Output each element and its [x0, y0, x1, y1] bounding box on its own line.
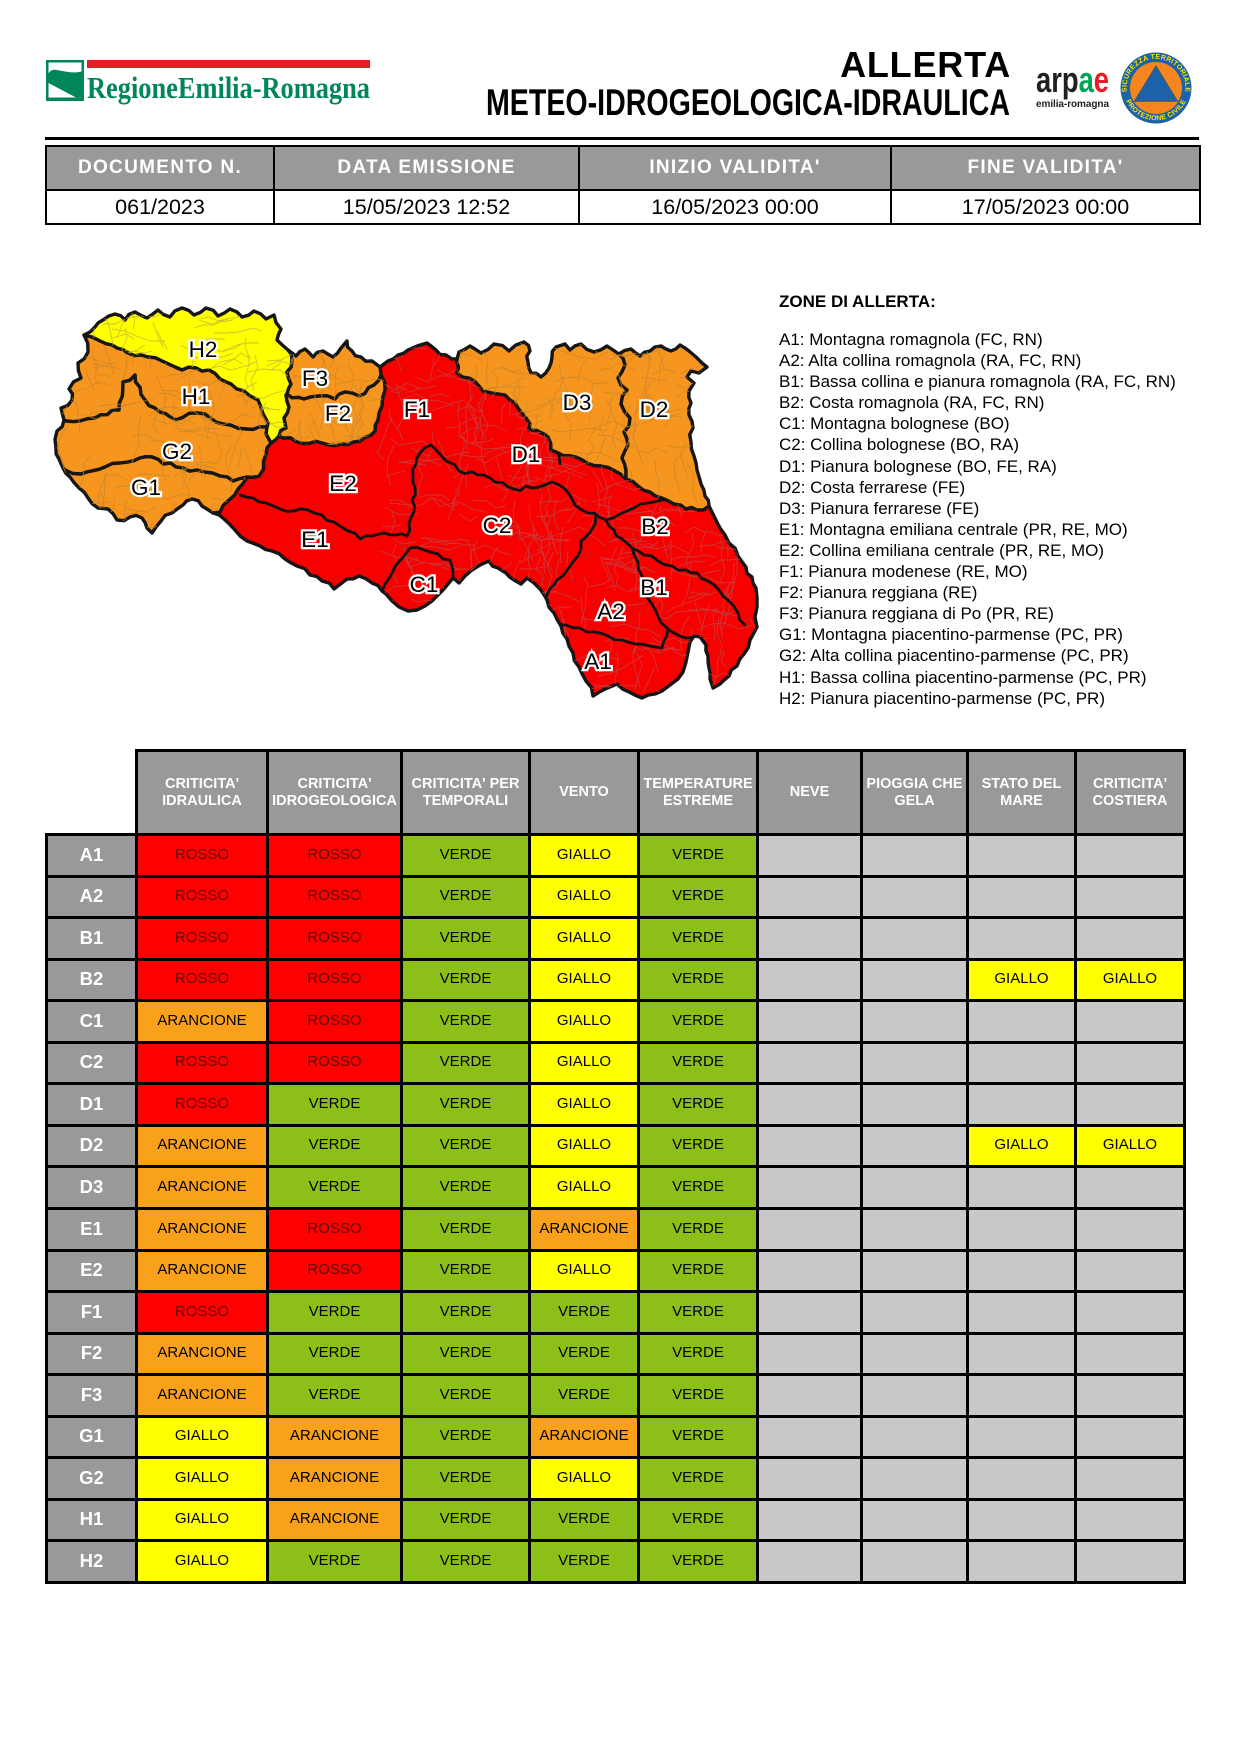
svg-text:A2: A2	[597, 599, 625, 624]
svg-text:F3: F3	[302, 366, 328, 391]
svg-text:B2: B2	[641, 514, 669, 539]
svg-text:F2: F2	[325, 401, 351, 426]
svg-text:emilia-romagna: emilia-romagna	[1036, 99, 1109, 110]
svg-text:D3: D3	[563, 390, 592, 415]
svg-text:G1: G1	[131, 475, 161, 500]
svg-text:C1: C1	[410, 572, 439, 597]
svg-text:F1: F1	[404, 397, 430, 422]
svg-text:G2: G2	[162, 439, 192, 464]
svg-text:RegioneEmilia-Romagna: RegioneEmilia-Romagna	[87, 70, 370, 105]
svg-text:A1: A1	[584, 649, 612, 674]
svg-text:arpae: arpae	[1036, 59, 1109, 100]
svg-text:C2: C2	[483, 513, 512, 538]
svg-text:METEO-IDROGEOLOGICA-IDRAULICA: METEO-IDROGEOLOGICA-IDRAULICA	[486, 82, 1010, 123]
svg-text:H2: H2	[189, 337, 218, 362]
svg-text:D1: D1	[512, 442, 541, 467]
svg-text:D2: D2	[640, 397, 669, 422]
svg-text:B1: B1	[640, 575, 668, 600]
svg-text:E1: E1	[301, 527, 329, 552]
svg-text:H1: H1	[182, 384, 211, 409]
svg-text:E2: E2	[329, 471, 357, 496]
